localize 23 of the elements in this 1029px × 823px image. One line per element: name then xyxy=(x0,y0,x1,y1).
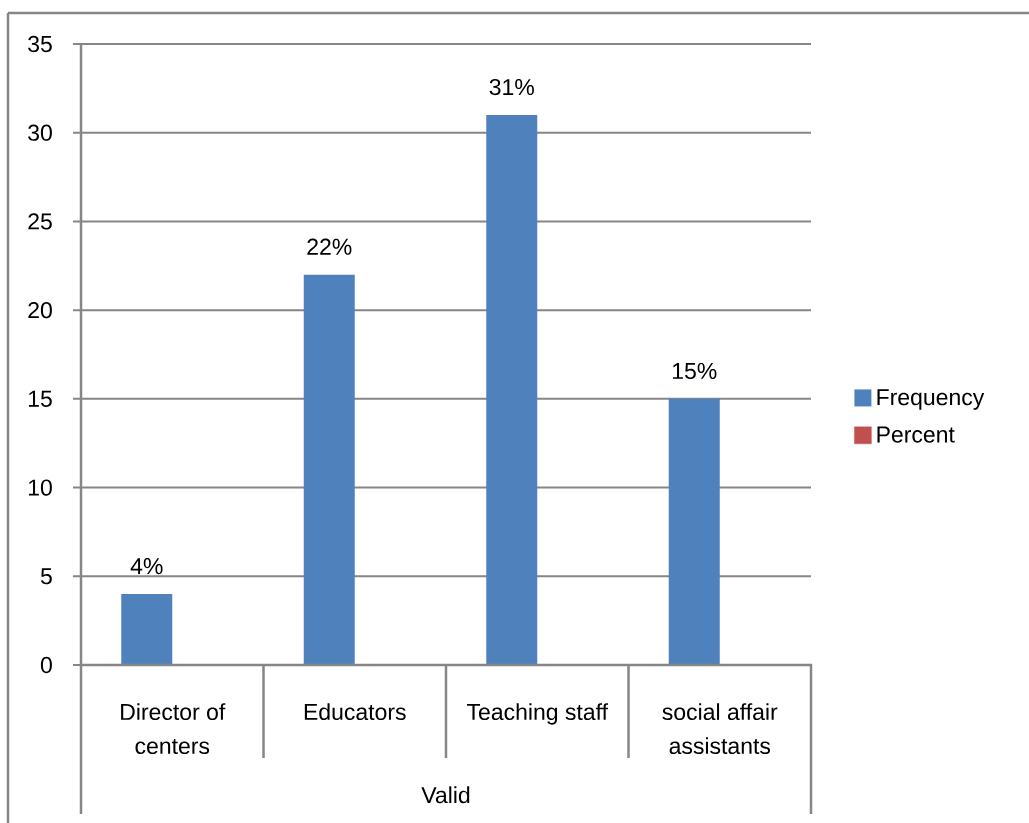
legend-label: Frequency xyxy=(877,389,985,410)
bar xyxy=(303,274,355,665)
bar xyxy=(668,398,720,665)
y-tick-label: 10 xyxy=(28,479,52,496)
data-label: 22% xyxy=(307,238,352,255)
y-tick-label: 5 xyxy=(40,568,52,585)
x-tick-label: Teaching staff xyxy=(467,703,609,725)
y-tick-label: 25 xyxy=(28,213,52,230)
x-axis-title: Valid xyxy=(421,786,470,804)
y-tick-label: 30 xyxy=(28,124,52,141)
x-tick-label: Educators xyxy=(304,703,406,721)
y-tick-label: 15 xyxy=(28,390,52,407)
data-label: 31% xyxy=(489,78,534,96)
data-label: 15% xyxy=(672,362,717,380)
y-tick-label: 20 xyxy=(28,302,52,319)
y-tick-label: 0 xyxy=(40,656,52,674)
legend-label: Percent xyxy=(877,426,955,443)
bar xyxy=(486,114,538,665)
data-label: 4% xyxy=(130,558,163,575)
bar xyxy=(121,594,173,665)
y-tick-label: 35 xyxy=(28,35,52,53)
x-tick-label: social affair assistants xyxy=(662,703,778,755)
x-tick-label: Director of centers xyxy=(121,703,226,755)
